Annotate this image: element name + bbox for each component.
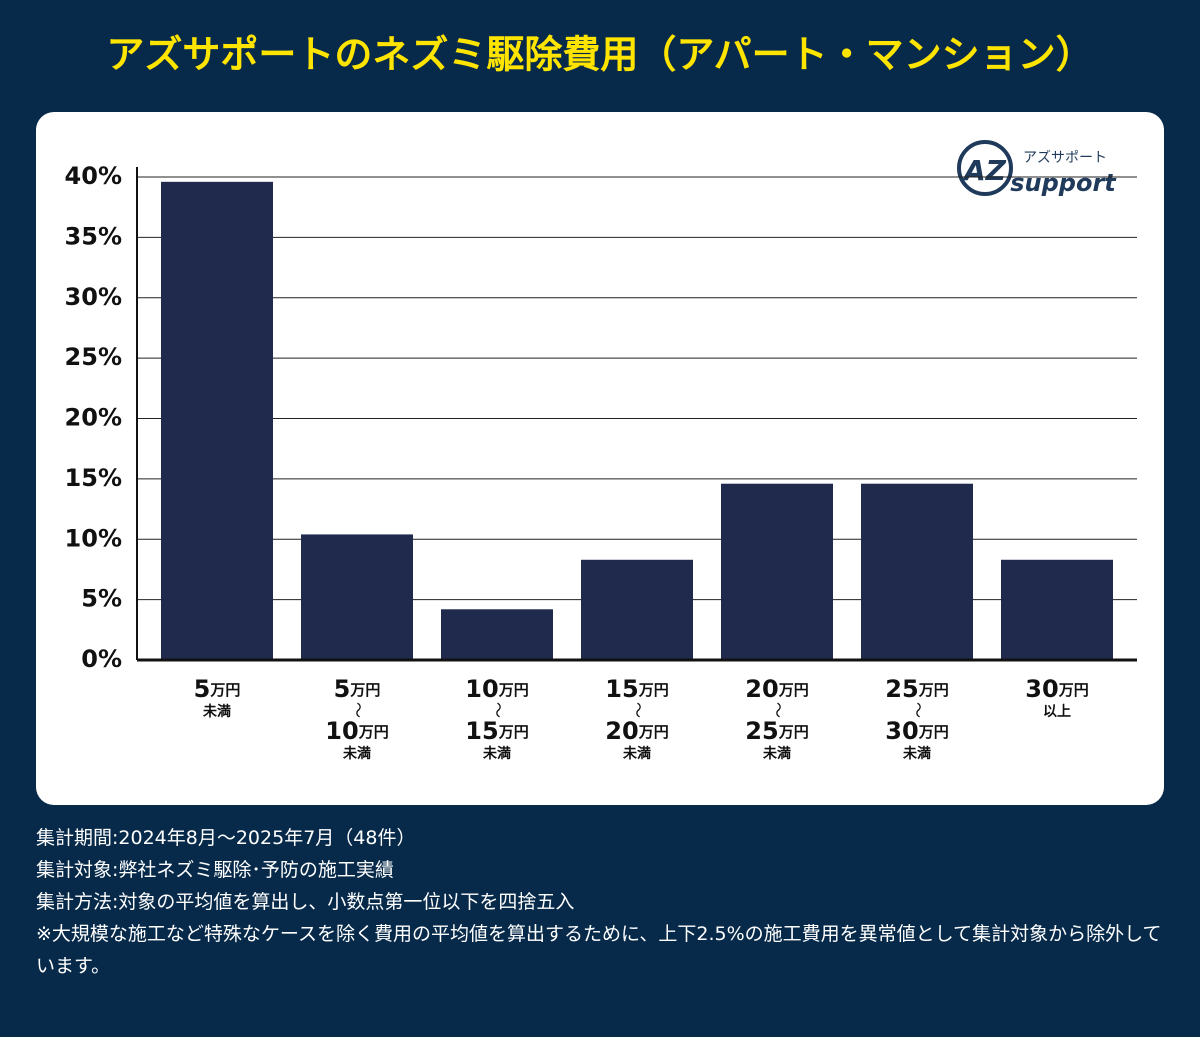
y-tick-label: 20% bbox=[65, 404, 122, 432]
x-tick-label: 25万円 bbox=[745, 717, 808, 745]
logo-ring bbox=[957, 140, 1013, 196]
logo-mark: AZ bbox=[962, 154, 1007, 187]
x-tick-separator: 〜 bbox=[349, 702, 368, 718]
y-tick-label: 25% bbox=[65, 343, 122, 371]
notes: 集計期間:2024年8月～2025年7月（48件） 集計対象:弊社ネズミ駆除･予防… bbox=[36, 822, 1176, 982]
chart-title: アズサポートのネズミ駆除費用（アパート・マンション） bbox=[106, 33, 1093, 77]
note: 集計期間:2024年8月～2025年7月（48件） bbox=[36, 827, 416, 849]
x-tick-label: 25万円 bbox=[885, 675, 948, 703]
x-tick-separator: 〜 bbox=[489, 702, 508, 718]
y-tick-label: 15% bbox=[65, 464, 122, 492]
y-tick-label: 5% bbox=[81, 585, 122, 613]
logo-name: support bbox=[1010, 169, 1117, 197]
x-tick-label: 15万円 bbox=[605, 675, 668, 703]
note: 集計対象:弊社ネズミ駆除･予防の施工実績 bbox=[36, 859, 394, 881]
x-tick-label: 5万円 bbox=[194, 675, 241, 703]
x-tick-label: 未満 bbox=[483, 745, 511, 762]
x-tick-label: 15万円 bbox=[465, 717, 528, 745]
x-tick-label: 未満 bbox=[903, 745, 931, 762]
x-tick-label: 5万円 bbox=[334, 675, 381, 703]
x-tick-label: 10万円 bbox=[465, 675, 528, 703]
x-tick-label: 10万円 bbox=[325, 717, 388, 745]
bar bbox=[161, 181, 273, 660]
x-tick-separator: 〜 bbox=[769, 702, 788, 718]
x-tick-label: 20万円 bbox=[745, 675, 808, 703]
y-tick-label: 10% bbox=[65, 524, 122, 552]
x-tick-label: 未満 bbox=[203, 703, 231, 720]
bar bbox=[1001, 559, 1113, 660]
x-tick-label: 30万円 bbox=[1025, 675, 1088, 703]
y-tick-label: 40% bbox=[65, 162, 122, 190]
y-tick-label: 30% bbox=[65, 283, 122, 311]
bar bbox=[301, 534, 413, 660]
x-tick-label: 未満 bbox=[623, 745, 651, 762]
note: ※大規模な施工など特殊なケースを除く費用の平均値を算出するために、上下2.5%の… bbox=[36, 923, 1162, 977]
y-tick-label: 35% bbox=[65, 222, 122, 250]
x-tick-separator: 〜 bbox=[909, 702, 928, 718]
bar bbox=[581, 559, 693, 660]
note: 集計方法:対象の平均値を算出し、小数点第一位以下を四捨五入 bbox=[36, 891, 575, 913]
x-tick-label: 20万円 bbox=[605, 717, 668, 745]
x-tick-label: 未満 bbox=[763, 745, 791, 762]
x-tick-separator: 〜 bbox=[629, 702, 648, 718]
logo: AZ アズサポート support bbox=[957, 140, 1117, 197]
logo-kana: アズサポート bbox=[1023, 150, 1107, 166]
x-tick-label: 未満 bbox=[343, 745, 371, 762]
bar bbox=[861, 483, 973, 660]
bar bbox=[721, 483, 833, 660]
x-tick-label: 30万円 bbox=[885, 717, 948, 745]
x-tick-label: 以上 bbox=[1043, 704, 1071, 720]
y-tick-label: 0% bbox=[81, 645, 122, 673]
bar bbox=[441, 609, 553, 660]
